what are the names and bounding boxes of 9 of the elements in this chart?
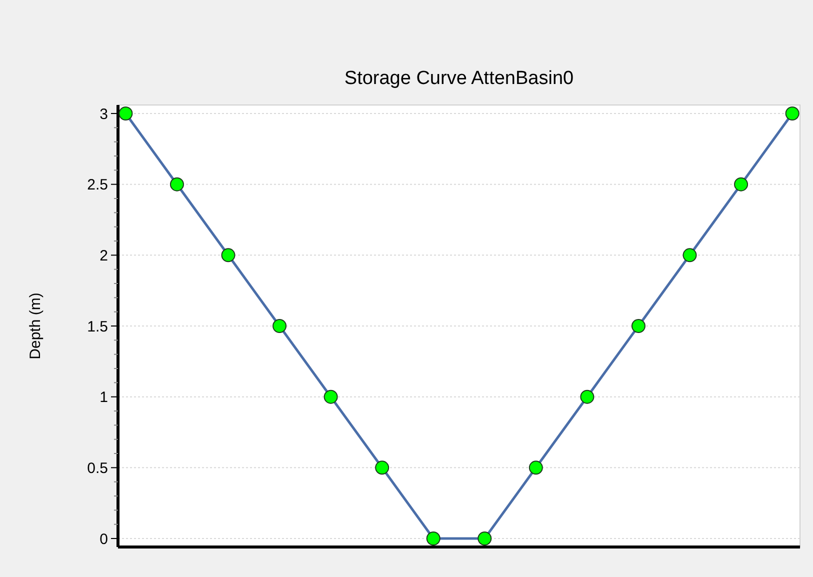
y-tick-label: 2.5 xyxy=(87,176,108,194)
y-tick-label: 1.5 xyxy=(87,318,108,336)
y-tick-label: 3 xyxy=(100,106,108,123)
chart-title: Storage Curve AttenBasin0 xyxy=(344,68,574,89)
y-tick-label: 0.5 xyxy=(87,460,108,477)
y-tick-label: 2 xyxy=(100,247,108,264)
y-tick-label: 0 xyxy=(100,530,108,548)
y-axis-title: Depth (m) xyxy=(27,292,44,360)
y-tick-label: 1 xyxy=(100,389,108,406)
